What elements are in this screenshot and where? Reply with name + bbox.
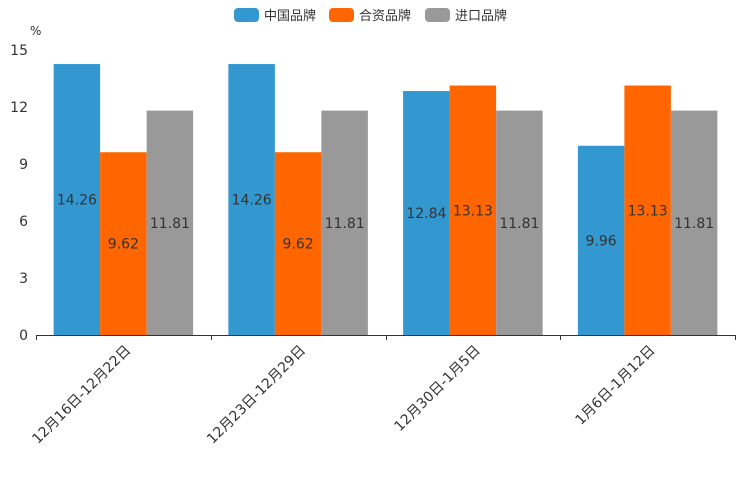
data-label: 12.84 bbox=[406, 206, 446, 222]
legend-label: 进口品牌 bbox=[455, 8, 507, 24]
data-label: 13.13 bbox=[453, 203, 493, 219]
y-tick-label: 12 bbox=[10, 100, 28, 116]
bar[interactable] bbox=[53, 64, 101, 335]
bar[interactable] bbox=[670, 110, 718, 335]
y-axis: 0 3 6 9 12 15 bbox=[10, 43, 28, 344]
data-label: 9.62 bbox=[108, 237, 139, 253]
data-label: 11.81 bbox=[674, 216, 714, 232]
legend-item[interactable]: 进口品牌 bbox=[425, 8, 507, 24]
bar[interactable] bbox=[577, 145, 625, 335]
bar[interactable] bbox=[624, 85, 671, 335]
data-label: 9.62 bbox=[283, 237, 314, 253]
bar[interactable] bbox=[496, 110, 543, 335]
data-label: 14.26 bbox=[57, 193, 97, 209]
x-tick-label: 1月6日-1月12日 bbox=[572, 343, 658, 429]
bar[interactable] bbox=[321, 110, 368, 335]
y-tick-label: 9 bbox=[19, 157, 28, 173]
x-axis: 12月16日-12月22日 12月23日-12月29日 12月30日-1月5日 1月6… bbox=[29, 335, 736, 448]
data-label: 11.81 bbox=[150, 216, 190, 232]
bars: 14.26 9.62 11.81 14.26 9.62 11.81 12.84 13.13 11… bbox=[53, 64, 718, 335]
y-tick-label: 3 bbox=[19, 271, 28, 287]
legend-swatch bbox=[425, 8, 450, 22]
bar[interactable] bbox=[228, 64, 275, 335]
bar[interactable] bbox=[146, 110, 194, 335]
legend-label: 合资品牌 bbox=[359, 8, 411, 24]
bar[interactable] bbox=[449, 85, 497, 335]
legend-item[interactable]: 中国品牌 bbox=[234, 8, 316, 24]
x-tick-label: 12月16日-12月22日 bbox=[29, 343, 134, 448]
x-tick-label: 12月30日-1月5日 bbox=[391, 343, 483, 435]
data-label: 14.26 bbox=[232, 193, 272, 209]
y-tick-label: 15 bbox=[10, 43, 28, 59]
y-tick-label: 6 bbox=[19, 214, 28, 230]
legend-swatch bbox=[234, 8, 259, 22]
y-tick-label: 0 bbox=[19, 328, 28, 344]
data-label: 13.13 bbox=[628, 203, 668, 219]
bar[interactable] bbox=[274, 152, 322, 335]
data-label: 11.81 bbox=[499, 216, 539, 232]
legend: 中国品牌 合资品牌 进口品牌 bbox=[234, 8, 507, 24]
legend-swatch bbox=[329, 8, 354, 22]
legend-label: 中国品牌 bbox=[264, 8, 316, 24]
x-tick-label: 12月23日-12月29日 bbox=[204, 343, 309, 448]
data-label: 11.81 bbox=[325, 216, 365, 232]
y-axis-unit-label: % bbox=[30, 24, 41, 38]
legend-item[interactable]: 合资品牌 bbox=[329, 8, 411, 24]
bar[interactable] bbox=[100, 152, 147, 335]
bar[interactable] bbox=[403, 91, 450, 335]
data-label: 9.96 bbox=[586, 233, 617, 249]
